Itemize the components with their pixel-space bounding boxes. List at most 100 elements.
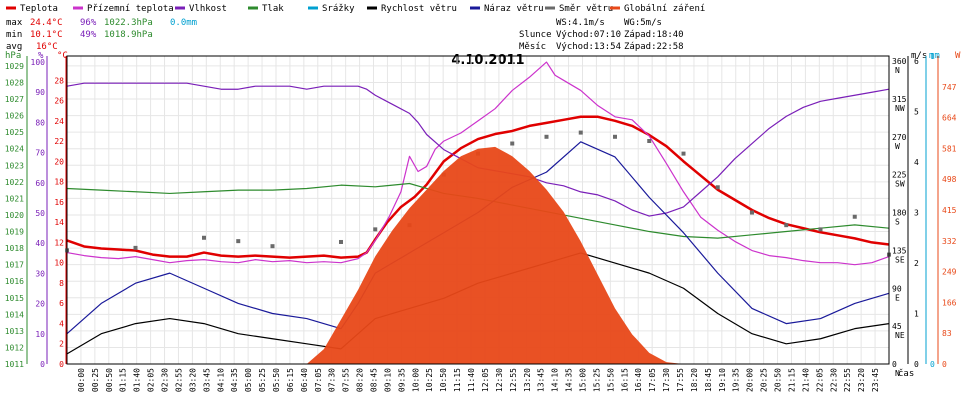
series-direction-point-18 — [784, 223, 789, 228]
percent-tick-8: 80 — [35, 118, 45, 127]
x-tick-40: 16:40 — [634, 368, 643, 392]
legend-label-2: Vlhkost — [189, 4, 227, 14]
x-tick-18: 07:30 — [328, 368, 337, 392]
x-tick-21: 08:45 — [370, 368, 379, 392]
radiation-tick-9: 747 — [942, 83, 957, 92]
x-tick-54: 22:30 — [829, 368, 838, 392]
x-tick-3: 01:15 — [119, 368, 128, 392]
direction-tick-0: 0 — [892, 360, 897, 369]
x-tick-7: 02:55 — [174, 368, 183, 392]
percent-tick-2: 20 — [35, 300, 45, 309]
series-direction-point-16 — [715, 185, 720, 190]
x-tick-52: 21:40 — [801, 368, 810, 392]
x-tick-30: 12:30 — [495, 368, 504, 392]
percent-tick-9: 90 — [35, 88, 45, 97]
series-direction-point-13 — [613, 134, 617, 139]
rain-tick-1: 1 — [930, 52, 935, 61]
x-tick-35: 14:35 — [565, 368, 574, 392]
radiation-tick-4: 332 — [942, 237, 957, 246]
x-tick-6: 02:30 — [161, 368, 170, 392]
x-tick-43: 17:55 — [676, 368, 685, 392]
direction-tick-1: 45 — [892, 322, 902, 331]
info-sun-label: Slunce — [519, 30, 552, 40]
legend-label-5: Rychlost větru — [381, 4, 457, 14]
axis-ticks: 1011101210131014101510161017101810191020… — [5, 52, 957, 392]
direction-name-8: N — [895, 66, 900, 75]
wind-tick-5: 5 — [914, 108, 919, 117]
stats-max-hum: 96% — [80, 18, 97, 28]
x-tick-56: 23:20 — [857, 368, 866, 392]
stats-min-temp: 10.1°C — [30, 30, 63, 40]
axis-label-wind: m/s — [911, 51, 927, 61]
x-tick-14: 05:50 — [272, 368, 281, 392]
x-tick-28: 11:40 — [467, 368, 476, 392]
hpa-tick-16: 1027 — [5, 95, 24, 104]
series-direction-point-17 — [750, 210, 754, 215]
legend-label-8: Globální záření — [624, 4, 705, 14]
series-direction-point-10 — [510, 141, 515, 146]
direction-name-2: E — [895, 293, 900, 302]
series-line-1 — [66, 61, 890, 266]
legend-label-6: Náraz větru — [484, 4, 544, 14]
hpa-tick-0: 1011 — [5, 360, 24, 369]
info-block: WS:4.1m/s WG:5m/s Slunce Východ:07:10 Zá… — [519, 18, 684, 52]
legend-label-1: Přízemní teplota — [87, 4, 174, 14]
x-tick-37: 15:25 — [592, 368, 601, 392]
x-tick-22: 09:10 — [383, 368, 392, 392]
x-tick-57: 23:45 — [871, 368, 880, 392]
x-tick-24: 10:00 — [411, 368, 420, 392]
celsius-tick-7: 14 — [54, 218, 64, 227]
radiation-tick-6: 498 — [942, 175, 957, 184]
wind-tick-2: 2 — [914, 259, 919, 268]
plot-area — [65, 61, 891, 364]
info-sun-rise: Východ:07:10 — [556, 30, 621, 40]
percent-tick-6: 60 — [35, 179, 45, 188]
x-tick-49: 20:25 — [760, 368, 769, 392]
stats-max-temp: 24.4°C — [30, 18, 63, 28]
radiation-tick-2: 166 — [942, 298, 957, 307]
radiation-tick-8: 664 — [942, 114, 957, 123]
celsius-tick-10: 20 — [54, 157, 64, 166]
direction-name-1: NE — [895, 331, 905, 340]
stats-max-press: 1022.3hPa — [104, 18, 153, 28]
legend-label-7: Směr větru — [559, 4, 613, 14]
x-tick-55: 22:55 — [843, 368, 852, 392]
celsius-tick-9: 18 — [54, 178, 64, 187]
percent-tick-5: 50 — [35, 209, 45, 218]
wind-tick-3: 3 — [914, 209, 919, 218]
legend-label-0: Teplota — [20, 4, 58, 14]
axis-label-time: čas — [898, 368, 914, 379]
radiation-tick-3: 249 — [942, 268, 957, 277]
info-wg: WG:5m/s — [624, 18, 662, 28]
legend: Teplota Přízemní teplota Vlhkost Tlak Srážky… — [6, 4, 705, 14]
radiation-tick-7: 581 — [942, 144, 957, 153]
direction-tick-2: 90 — [892, 284, 902, 293]
x-tick-15: 06:15 — [286, 368, 295, 392]
series-line-0 — [66, 115, 890, 259]
x-tick-34: 14:10 — [551, 368, 560, 392]
x-tick-42: 17:30 — [662, 368, 671, 392]
x-tick-31: 12:55 — [509, 368, 518, 392]
hpa-tick-12: 1023 — [5, 161, 24, 170]
direction-tick-5: 225 — [892, 171, 907, 180]
hpa-tick-5: 1016 — [5, 277, 24, 286]
celsius-tick-5: 10 — [54, 259, 64, 268]
x-tick-19: 07:55 — [342, 368, 351, 392]
legend-label-4: Srážky — [322, 4, 355, 14]
series-direction-point-2 — [202, 235, 206, 240]
info-moon-label: Měsíc — [519, 42, 546, 52]
x-tick-53: 22:05 — [815, 368, 824, 392]
series-direction-point-5 — [339, 239, 343, 244]
series-direction-point-1 — [133, 245, 138, 250]
stats-min-label: min — [6, 30, 22, 40]
x-tick-23: 09:35 — [397, 368, 406, 392]
axis-label-radiation: W — [955, 51, 961, 61]
x-tick-38: 15:50 — [606, 368, 615, 392]
x-tick-46: 19:10 — [718, 368, 727, 392]
direction-tick-7: 315 — [892, 95, 907, 104]
axis-label-hpa: hPa — [5, 51, 21, 61]
hpa-tick-7: 1018 — [5, 244, 24, 253]
radiation-tick-1: 83 — [942, 329, 952, 338]
info-sun-set: Západ:18:40 — [624, 30, 684, 40]
